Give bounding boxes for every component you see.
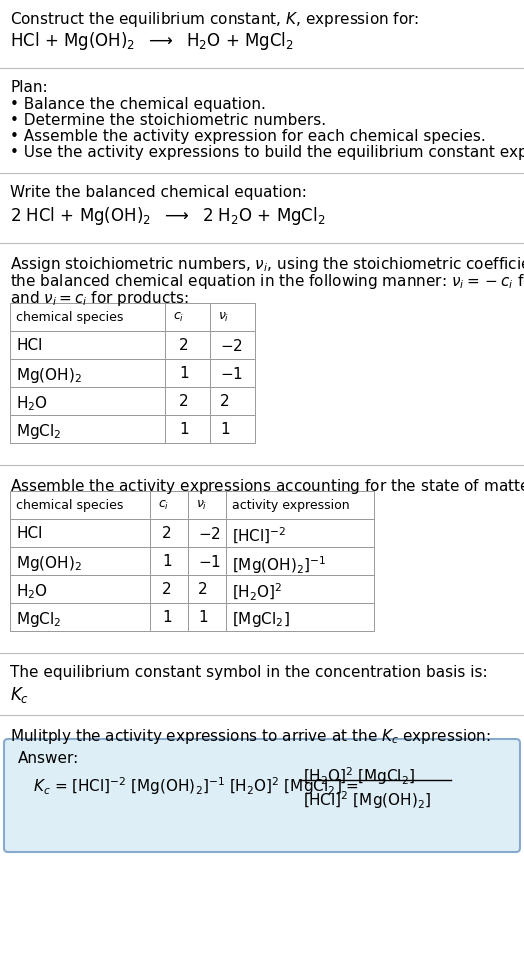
Text: 1: 1	[162, 554, 172, 569]
Bar	[210, 303, 255, 331]
Bar	[10, 331, 165, 359]
Text: 2: 2	[198, 582, 208, 597]
Text: 1: 1	[179, 366, 189, 381]
Text: 2: 2	[220, 394, 230, 409]
Bar	[165, 387, 210, 415]
Bar	[10, 547, 150, 575]
Text: $-2$: $-2$	[198, 526, 221, 542]
Bar	[10, 387, 165, 415]
Text: Mg(OH)$_2$: Mg(OH)$_2$	[16, 366, 82, 385]
Text: $-2$: $-2$	[220, 338, 243, 354]
Text: $-1$: $-1$	[220, 366, 243, 382]
Text: Write the balanced chemical equation:: Write the balanced chemical equation:	[10, 185, 307, 200]
Text: • Balance the chemical equation.: • Balance the chemical equation.	[10, 97, 266, 112]
Text: $K_c$ = [HCl]$^{-2}$ [Mg(OH)$_2$]$^{-1}$ [H$_2$O]$^2$ [MgCl$_2$] =: $K_c$ = [HCl]$^{-2}$ [Mg(OH)$_2$]$^{-1}$…	[33, 775, 359, 797]
Text: HCl + Mg(OH)$_2$  $\longrightarrow$  H$_2$O + MgCl$_2$: HCl + Mg(OH)$_2$ $\longrightarrow$ H$_2$…	[10, 30, 294, 52]
Text: Answer:: Answer:	[18, 751, 79, 766]
Bar	[10, 359, 165, 387]
Text: the balanced chemical equation in the following manner: $\nu_i = -c_i$ for react: the balanced chemical equation in the fo…	[10, 272, 524, 291]
Text: chemical species: chemical species	[16, 311, 123, 324]
Text: [H$_2$O]$^2$: [H$_2$O]$^2$	[232, 582, 282, 603]
Text: $-1$: $-1$	[198, 554, 221, 570]
Text: $c_i$: $c_i$	[158, 499, 169, 512]
Bar	[10, 519, 150, 547]
Bar	[210, 387, 255, 415]
Bar	[188, 547, 226, 575]
Text: $\nu_i$: $\nu_i$	[196, 499, 208, 512]
Bar	[226, 491, 374, 519]
Text: [H$_2$O]$^2$ [MgCl$_2$]: [H$_2$O]$^2$ [MgCl$_2$]	[303, 765, 416, 786]
Text: 2 HCl + Mg(OH)$_2$  $\longrightarrow$  2 H$_2$O + MgCl$_2$: 2 HCl + Mg(OH)$_2$ $\longrightarrow$ 2 H…	[10, 205, 325, 227]
Text: MgCl$_2$: MgCl$_2$	[16, 610, 61, 629]
Text: Assemble the activity expressions accounting for the state of matter and $\nu_i$: Assemble the activity expressions accoun…	[10, 477, 524, 496]
Bar	[210, 331, 255, 359]
Bar	[10, 491, 150, 519]
Text: Construct the equilibrium constant, $K$, expression for:: Construct the equilibrium constant, $K$,…	[10, 10, 419, 29]
Bar	[150, 519, 188, 547]
Bar	[226, 575, 374, 603]
Text: Plan:: Plan:	[10, 80, 48, 95]
Text: 1: 1	[198, 610, 208, 625]
Text: Mulitply the activity expressions to arrive at the $K_c$ expression:: Mulitply the activity expressions to arr…	[10, 727, 490, 746]
Text: and $\nu_i = c_i$ for products:: and $\nu_i = c_i$ for products:	[10, 289, 189, 308]
Text: $c_i$: $c_i$	[173, 311, 184, 324]
Text: H$_2$O: H$_2$O	[16, 582, 48, 600]
Text: $\nu_i$: $\nu_i$	[218, 311, 230, 324]
Text: 1: 1	[220, 422, 230, 437]
Text: • Determine the stoichiometric numbers.: • Determine the stoichiometric numbers.	[10, 113, 326, 128]
Bar	[165, 331, 210, 359]
Bar	[226, 519, 374, 547]
Bar	[165, 303, 210, 331]
Text: Assign stoichiometric numbers, $\nu_i$, using the stoichiometric coefficients, $: Assign stoichiometric numbers, $\nu_i$, …	[10, 255, 524, 274]
Bar	[226, 603, 374, 631]
Text: $K_c$: $K_c$	[10, 685, 29, 705]
Bar	[150, 575, 188, 603]
Bar	[188, 603, 226, 631]
Text: Mg(OH)$_2$: Mg(OH)$_2$	[16, 554, 82, 573]
Text: 1: 1	[179, 422, 189, 437]
Text: [HCl]$^2$ [Mg(OH)$_2$]: [HCl]$^2$ [Mg(OH)$_2$]	[303, 789, 431, 810]
Text: chemical species: chemical species	[16, 499, 123, 512]
Text: [MgCl$_2$]: [MgCl$_2$]	[232, 610, 290, 629]
Bar	[226, 547, 374, 575]
Text: 2: 2	[162, 526, 172, 541]
Text: 2: 2	[179, 338, 189, 353]
Bar	[10, 575, 150, 603]
Bar	[188, 575, 226, 603]
Bar	[10, 303, 165, 331]
Text: • Assemble the activity expression for each chemical species.: • Assemble the activity expression for e…	[10, 129, 486, 144]
Text: The equilibrium constant symbol in the concentration basis is:: The equilibrium constant symbol in the c…	[10, 665, 488, 680]
Bar	[165, 415, 210, 443]
Text: 2: 2	[162, 582, 172, 597]
Bar	[10, 415, 165, 443]
Bar	[10, 603, 150, 631]
Text: [HCl]$^{-2}$: [HCl]$^{-2}$	[232, 526, 287, 546]
Text: 2: 2	[179, 394, 189, 409]
Bar	[150, 547, 188, 575]
Bar	[188, 519, 226, 547]
Text: activity expression: activity expression	[232, 499, 350, 512]
Text: MgCl$_2$: MgCl$_2$	[16, 422, 61, 441]
Text: HCl: HCl	[16, 526, 42, 541]
Text: [Mg(OH)$_2$]$^{-1}$: [Mg(OH)$_2$]$^{-1}$	[232, 554, 326, 575]
Bar	[188, 491, 226, 519]
Text: HCl: HCl	[16, 338, 42, 353]
Bar	[150, 603, 188, 631]
Bar	[210, 359, 255, 387]
Text: H$_2$O: H$_2$O	[16, 394, 48, 412]
Bar	[210, 415, 255, 443]
Bar	[165, 359, 210, 387]
Text: • Use the activity expressions to build the equilibrium constant expression.: • Use the activity expressions to build …	[10, 145, 524, 160]
Bar	[150, 491, 188, 519]
FancyBboxPatch shape	[4, 739, 520, 852]
Text: 1: 1	[162, 610, 172, 625]
